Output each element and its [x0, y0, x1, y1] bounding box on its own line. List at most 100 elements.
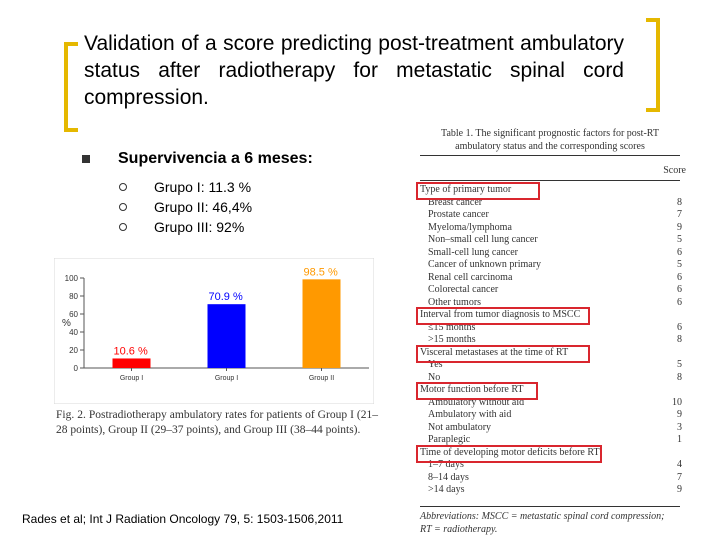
table-row-label: Time of developing motor deficits before… [420, 446, 600, 458]
table-row-label: Other tumors [428, 296, 482, 308]
table-row-score: 8 [677, 371, 682, 383]
table-caption-line2: ambulatory status and the corresponding … [455, 141, 645, 152]
table-row-label: Type of primary tumor [420, 184, 512, 195]
table-section-row: Type of primary tumor [420, 184, 682, 196]
table-row-label: Not ambulatory [428, 421, 492, 433]
table-row-label: Paraplegic [428, 434, 471, 445]
table-row: Ambulatory with aid 9 [420, 409, 682, 421]
factor-highlight-box [416, 382, 538, 400]
table-row-label: ≤15 months [428, 321, 476, 333]
table-section-row: Time of developing motor deficits before… [420, 447, 682, 459]
group-survival-item: Grupo III: 92% [118, 217, 252, 237]
citation: Rades et al; Int J Radiation Oncology 79… [22, 512, 344, 526]
table-row-label: >14 days [428, 484, 465, 495]
table-section-row: Interval from tumor diagnosis to MSCC [420, 309, 682, 321]
slide-title: Validation of a score predicting post-tr… [84, 32, 624, 109]
table-row-label: Breast cancer [428, 196, 483, 208]
table-row-score: 1 [677, 434, 682, 445]
table-row-score: 5 [677, 259, 682, 270]
table-row-score: 6 [677, 271, 682, 283]
table-row: No 8 [420, 372, 682, 384]
table-row-score: 9 [677, 484, 682, 495]
factor-highlight-box [416, 307, 590, 325]
y-tick-label: 0 [74, 364, 79, 373]
title-bracket-left [64, 42, 78, 132]
table-row: Non–small cell lung cancer 5 [420, 234, 682, 246]
x-tick-label: Group II [309, 375, 334, 382]
table-row-score: 8 [677, 334, 682, 345]
table-row-label: Interval from tumor diagnosis to MSCC [420, 309, 581, 320]
table-row-label: Prostate cancer [428, 209, 489, 220]
table-section-row: Motor function before RT [420, 384, 682, 396]
group-survival-list: Grupo I: 11.3 % Grupo II: 46,4% Grupo II… [118, 177, 252, 237]
table-row-label: Motor function before RT [420, 384, 524, 395]
y-tick-label: 80 [69, 292, 78, 301]
table-row: Paraplegic 1 [420, 434, 682, 446]
square-bullet-icon [82, 155, 90, 163]
factor-highlight-box [416, 182, 540, 200]
table-row-score: 8 [677, 196, 682, 208]
table-row-label: >15 months [428, 334, 476, 345]
table-row-label: Ambulatory with aid [428, 409, 512, 420]
chart-bar [207, 304, 246, 368]
table-row: Small-cell lung cancer 6 [420, 247, 682, 259]
x-tick-label: Group I [215, 375, 238, 382]
table-rule-bottom [420, 506, 680, 507]
table-row: Colorectal cancer 6 [420, 284, 682, 296]
table-row: Other tumors 6 [420, 297, 682, 309]
table-rule-header [420, 180, 680, 181]
figure-caption: Fig. 2. Postradiotherapy ambulatory rate… [56, 409, 378, 436]
table-row: 1–7 days 4 [420, 459, 682, 471]
table-row-score: 5 [677, 359, 682, 370]
chart-bar [112, 358, 151, 368]
table-row-score: 7 [677, 471, 682, 483]
x-tick-label: Group I [120, 375, 143, 382]
table-row-score: 9 [677, 409, 682, 420]
table-row-label: Renal cell carcinoma [428, 271, 513, 283]
table-abbreviations: Abbreviations: MSCC = metastatic spinal … [420, 511, 665, 535]
y-tick-label: 20 [69, 346, 78, 355]
table-row-score: 7 [677, 209, 682, 220]
table-row: Renal cell carcinoma 6 [420, 272, 682, 284]
table-row: Yes 5 [420, 359, 682, 371]
table-row-label: Cancer of unknown primary [428, 259, 542, 270]
table-row: Ambulatory without aid 10 [420, 397, 682, 409]
table-row-label: Colorectal cancer [428, 284, 499, 295]
bar-data-label: 98.5 % [304, 266, 338, 278]
table-row-score: 6 [677, 246, 682, 258]
table-row: >14 days 9 [420, 484, 682, 496]
factor-highlight-box [416, 444, 602, 463]
table-row: 8–14 days 7 [420, 472, 682, 484]
chart-bar [302, 279, 341, 368]
table-row-score: 3 [677, 421, 682, 433]
ring-bullet-icon [119, 223, 127, 231]
table-row-label: Non–small cell lung cancer [428, 234, 538, 245]
table-row-label: Visceral metastases at the time of RT [420, 346, 569, 358]
ring-bullet-icon [119, 203, 127, 211]
ring-bullet-icon [119, 183, 127, 191]
table-row-score: 6 [677, 296, 682, 308]
table-row: Myeloma/lymphoma 9 [420, 222, 682, 234]
group-survival-item: Grupo II: 46,4% [118, 197, 252, 217]
ambulatory-rate-chart: 0 20 40 60 80 100% 10.6 % Group I 70.9 % Group I 9… [54, 258, 374, 404]
table-row: Prostate cancer 7 [420, 209, 682, 221]
table-row-label: 8–14 days [428, 471, 469, 483]
table-row: Cancer of unknown primary 5 [420, 259, 682, 271]
bar-data-label: 70.9 % [209, 291, 243, 303]
survival-heading: Supervivencia a 6 meses: [118, 150, 313, 167]
table-section-row: Visceral metastases at the time of RT [420, 347, 682, 359]
table-row-label: Ambulatory without aid [428, 396, 525, 408]
y-tick-label: 100 [65, 274, 79, 283]
table-row-label: 1–7 days [428, 459, 464, 470]
table-row: Breast cancer 8 [420, 197, 682, 209]
table-row-score: 4 [677, 459, 682, 470]
table-row: ≤15 months 6 [420, 322, 682, 334]
table-row: Not ambulatory 3 [420, 422, 682, 434]
y-axis-label: % [62, 318, 71, 329]
table-row-score: 9 [677, 221, 682, 233]
table-row-score: 6 [677, 284, 682, 295]
factor-highlight-box [416, 344, 590, 363]
table-row-label: No [428, 371, 441, 383]
table-row-score: 6 [677, 321, 682, 333]
group-survival-item: Grupo I: 11.3 % [118, 177, 252, 197]
